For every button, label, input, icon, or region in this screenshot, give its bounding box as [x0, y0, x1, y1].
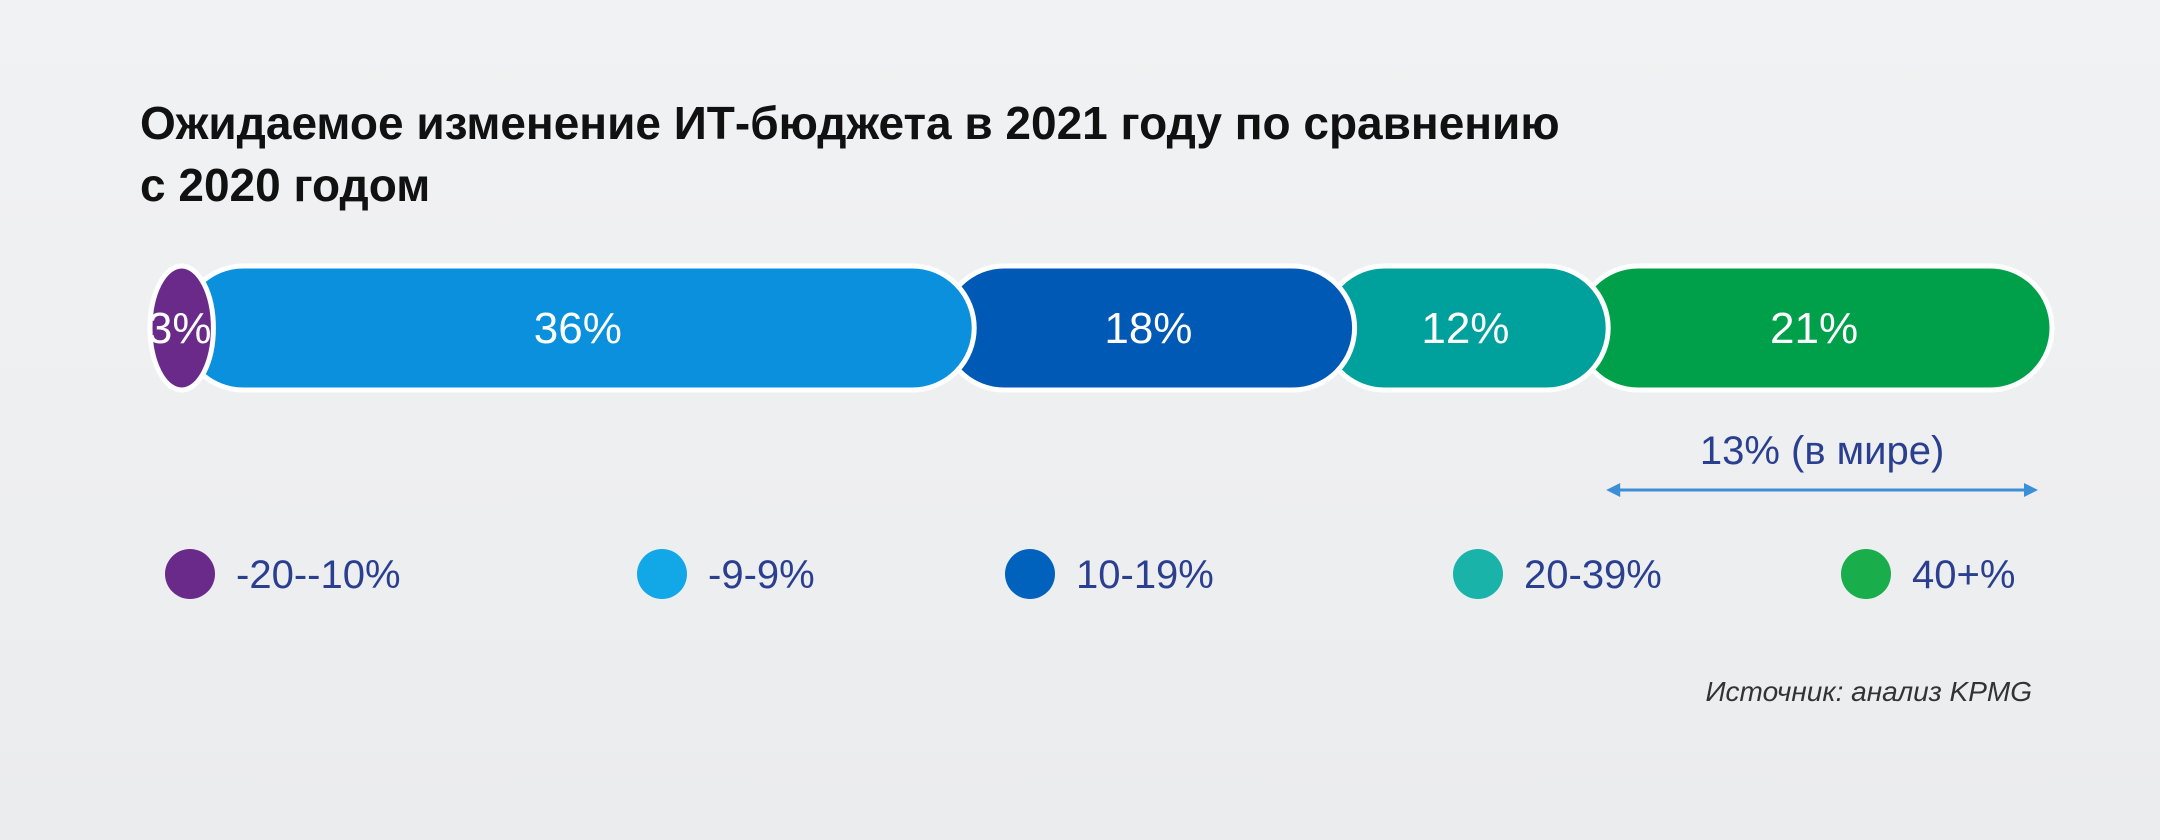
legend-marker--9-9% [637, 549, 687, 599]
annotation-arrow-left [1606, 483, 1621, 497]
segment-value-label: 3% [148, 304, 212, 353]
annotation-arrow-right [2024, 483, 2038, 497]
legend-label: 40+% [1912, 553, 2015, 597]
bar-segment--20--10% [147, 263, 216, 393]
legend-marker-40+% [1841, 549, 1891, 599]
chart-title: Ожидаемое изменение ИТ-бюджета в 2021 го… [140, 92, 1940, 216]
legend-label: 20-39% [1524, 553, 1662, 597]
source-note: Источник: анализ KPMG [1705, 676, 2032, 707]
bar-segments: 3% 36% 18% 12% 21% [147, 263, 2055, 393]
segment-value-label: 12% [1421, 304, 1509, 353]
legend-label: 10-19% [1076, 553, 1214, 597]
chart-title-line-1: Ожидаемое изменение ИТ-бюджета в 2021 го… [140, 97, 1560, 149]
segment-value-label: 36% [534, 304, 622, 353]
legend-label: -20--10% [236, 553, 401, 597]
chart-title-line-2: с 2020 годом [140, 159, 431, 211]
legend-marker-20-39% [1453, 549, 1503, 599]
legend-label: -9-9% [708, 553, 815, 597]
annotation-label: 13% (в мире) [1700, 429, 1945, 473]
segment-value-label: 21% [1770, 304, 1858, 353]
legend-marker--20--10% [165, 549, 215, 599]
legend: -20--10% -9-9% 10-19% 20-39% 40+% [165, 549, 2015, 599]
world-annotation: 13% (в мире) [1606, 429, 2038, 497]
legend-marker-10-19% [1005, 549, 1055, 599]
segment-value-label: 18% [1104, 304, 1192, 353]
